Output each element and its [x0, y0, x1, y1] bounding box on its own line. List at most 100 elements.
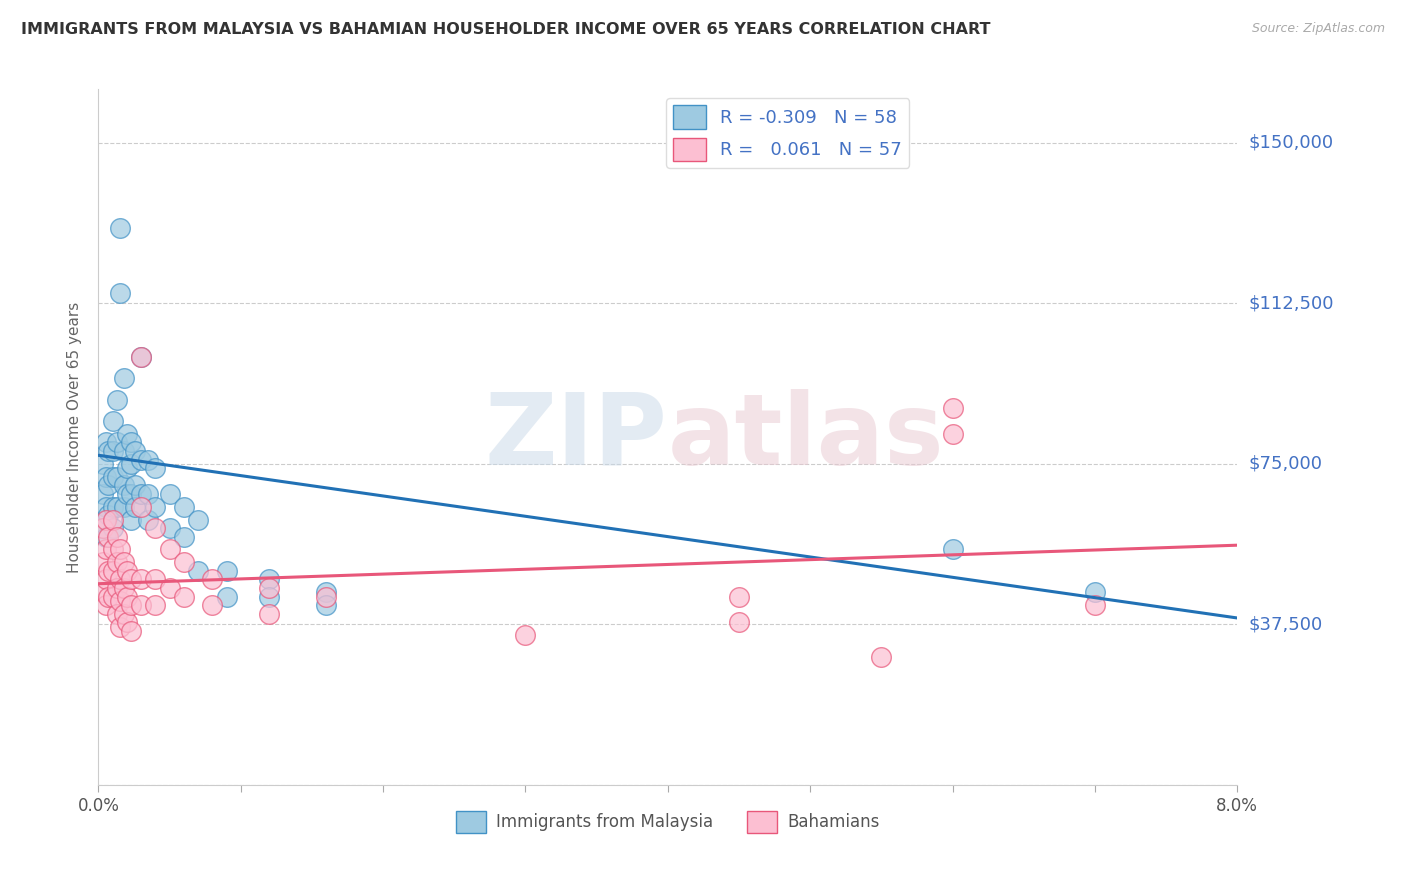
Point	[173, 555, 195, 569]
Point	[105, 581, 128, 595]
Point	[215, 564, 238, 578]
Legend: Immigrants from Malaysia, Bahamians: Immigrants from Malaysia, Bahamians	[450, 805, 886, 839]
Point	[105, 435, 128, 450]
Point	[159, 542, 181, 557]
Point	[115, 564, 138, 578]
Point	[97, 590, 120, 604]
Point	[105, 530, 128, 544]
Point	[115, 426, 138, 441]
Point	[145, 500, 167, 514]
Point	[187, 564, 209, 578]
Point	[101, 444, 124, 458]
Point	[112, 607, 135, 621]
Point	[115, 590, 138, 604]
Point	[120, 435, 142, 450]
Point	[187, 512, 209, 526]
Point	[91, 521, 114, 535]
Point	[108, 619, 131, 633]
Text: atlas: atlas	[668, 389, 945, 485]
Point	[112, 371, 135, 385]
Point	[145, 598, 167, 612]
Point	[94, 500, 117, 514]
Point	[91, 555, 114, 569]
Point	[728, 615, 751, 630]
Point	[112, 500, 135, 514]
Point	[94, 598, 117, 612]
Y-axis label: Householder Income Over 65 years: Householder Income Over 65 years	[67, 301, 83, 573]
Point	[120, 573, 142, 587]
Point	[259, 607, 281, 621]
Text: $112,500: $112,500	[1249, 294, 1334, 312]
Point	[129, 598, 152, 612]
Text: $75,000: $75,000	[1249, 455, 1323, 473]
Text: IMMIGRANTS FROM MALAYSIA VS BAHAMIAN HOUSEHOLDER INCOME OVER 65 YEARS CORRELATIO: IMMIGRANTS FROM MALAYSIA VS BAHAMIAN HOU…	[21, 22, 991, 37]
Point	[115, 487, 138, 501]
Point	[124, 500, 146, 514]
Point	[159, 581, 181, 595]
Point	[108, 221, 131, 235]
Point	[97, 530, 120, 544]
Text: Source: ZipAtlas.com: Source: ZipAtlas.com	[1251, 22, 1385, 36]
Point	[124, 478, 146, 492]
Point	[101, 512, 124, 526]
Point	[112, 581, 135, 595]
Point	[112, 478, 135, 492]
Point	[105, 392, 128, 407]
Point	[870, 649, 893, 664]
Point	[1084, 598, 1107, 612]
Point	[173, 500, 195, 514]
Point	[94, 469, 117, 483]
Point	[94, 512, 117, 526]
Point	[1084, 585, 1107, 599]
Text: $37,500: $37,500	[1249, 615, 1323, 633]
Point	[91, 585, 114, 599]
Point	[101, 542, 124, 557]
Point	[112, 444, 135, 458]
Point	[101, 500, 124, 514]
Point	[136, 512, 159, 526]
Point	[129, 487, 152, 501]
Point	[215, 590, 238, 604]
Point	[101, 469, 124, 483]
Point	[101, 564, 124, 578]
Point	[97, 478, 120, 492]
Point	[515, 628, 537, 642]
Point	[124, 444, 146, 458]
Point	[201, 573, 224, 587]
Point	[91, 487, 114, 501]
Point	[315, 590, 337, 604]
Point	[942, 401, 965, 416]
Point	[145, 521, 167, 535]
Point	[201, 598, 224, 612]
Point	[145, 573, 167, 587]
Point	[129, 350, 152, 364]
Point	[942, 542, 965, 557]
Point	[112, 555, 135, 569]
Point	[173, 530, 195, 544]
Point	[101, 414, 124, 428]
Point	[120, 598, 142, 612]
Point	[97, 564, 120, 578]
Point	[115, 461, 138, 475]
Point	[101, 521, 124, 535]
Point	[94, 542, 117, 557]
Point	[315, 598, 337, 612]
Point	[101, 590, 124, 604]
Point	[120, 624, 142, 638]
Point	[105, 469, 128, 483]
Point	[97, 444, 120, 458]
Text: $150,000: $150,000	[1249, 134, 1333, 152]
Point	[105, 555, 128, 569]
Point	[108, 285, 131, 300]
Point	[108, 542, 131, 557]
Point	[120, 487, 142, 501]
Point	[120, 457, 142, 471]
Point	[94, 435, 117, 450]
Point	[115, 615, 138, 630]
Point	[129, 350, 152, 364]
Point	[259, 573, 281, 587]
Point	[94, 573, 117, 587]
Point	[129, 500, 152, 514]
Point	[94, 530, 117, 544]
Point	[173, 590, 195, 604]
